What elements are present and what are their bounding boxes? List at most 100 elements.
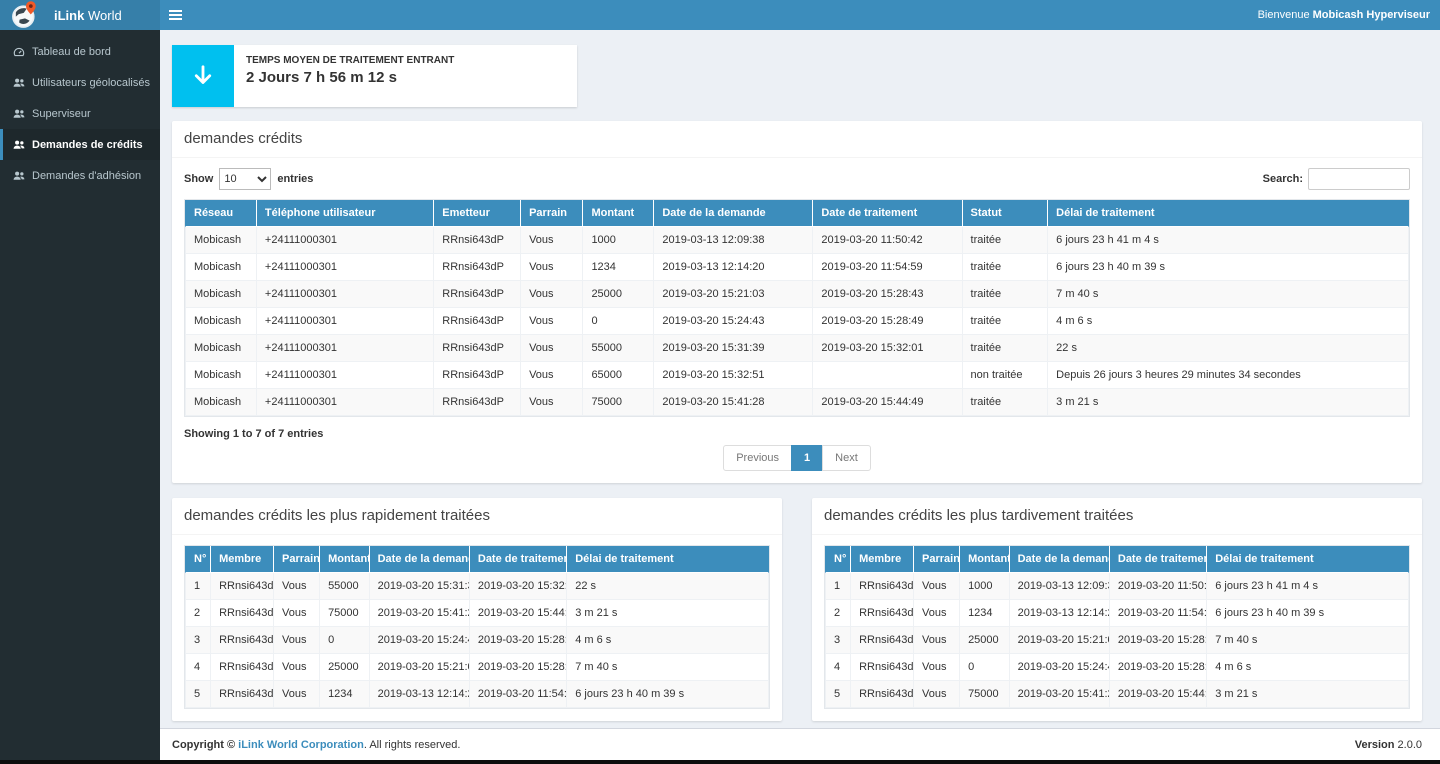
column-header[interactable]: Montant [960, 546, 1010, 573]
brand-name: iLink World [54, 8, 122, 23]
table-cell: +24111000301 [256, 308, 433, 335]
table-cell: Mobicash [186, 227, 257, 254]
sidebar-toggle-icon[interactable] [160, 0, 190, 30]
table-cell: 2019-03-20 15:32:01 [813, 335, 962, 362]
table-row: 4RRnsi643dPVous250002019-03-20 15:21:032… [186, 654, 769, 681]
column-header[interactable]: Montant [320, 546, 370, 573]
column-header[interactable]: Parrain [914, 546, 960, 573]
table-cell: 2019-03-13 12:14:20 [369, 681, 469, 708]
sidebar-item-superviseur[interactable]: Superviseur [0, 98, 160, 129]
table-cell: 1234 [960, 600, 1010, 627]
column-header[interactable]: Date de la demande [654, 200, 813, 227]
table-cell: 6 jours 23 h 41 m 4 s [1048, 227, 1409, 254]
table-cell: RRnsi643dP [211, 654, 274, 681]
column-header[interactable]: N° [826, 546, 851, 573]
column-header[interactable]: Date de traitement [1109, 546, 1206, 573]
column-header[interactable]: Date de la demande [1009, 546, 1109, 573]
sidebar-item-tableau-de-bord[interactable]: Tableau de bord [0, 36, 160, 67]
column-header[interactable]: Membre [851, 546, 914, 573]
pagination-previous-button[interactable]: Previous [723, 445, 792, 471]
column-header[interactable]: Réseau [186, 200, 257, 227]
avg-processing-time-card: TEMPS MOYEN DE TRAITEMENT ENTRANT 2 Jour… [172, 45, 577, 107]
table-row: Mobicash+24111000301RRnsi643dPVous650002… [186, 362, 1409, 389]
sidebar: iLink World Tableau de bord Utilisateurs… [0, 0, 160, 764]
column-header[interactable]: Délai de traitement [1207, 546, 1409, 573]
pagination-next-button[interactable]: Next [822, 445, 871, 471]
table-cell: RRnsi643dP [851, 681, 914, 708]
table-cell: 2019-03-20 15:31:39 [369, 573, 469, 600]
table-row: 1RRnsi643dPVous10002019-03-13 12:09:3820… [826, 573, 1409, 600]
table-cell: 2019-03-20 15:41:28 [369, 600, 469, 627]
table-cell: 2019-03-20 15:28:49 [813, 308, 962, 335]
sidebar-menu: Tableau de bord Utilisateurs géolocalisé… [0, 30, 160, 191]
table-cell: 22 s [567, 573, 769, 600]
app-window: iLink World Tableau de bord Utilisateurs… [0, 0, 1440, 764]
table-cell: 2019-03-20 15:24:43 [654, 308, 813, 335]
table-cell: 65000 [583, 362, 654, 389]
table-cell: traitée [962, 254, 1048, 281]
table-row: 5RRnsi643dPVous12342019-03-13 12:14:2020… [186, 681, 769, 708]
column-header[interactable]: Emetteur [434, 200, 521, 227]
column-header[interactable]: Date de traitement [813, 200, 962, 227]
table-cell: 2019-03-20 15:28:43 [813, 281, 962, 308]
column-header[interactable]: Membre [211, 546, 274, 573]
table-cell: +24111000301 [256, 227, 433, 254]
table-cell: Vous [274, 654, 320, 681]
table-cell: 2019-03-20 15:44:49 [813, 389, 962, 416]
table-cell: 6 jours 23 h 41 m 4 s [1207, 573, 1409, 600]
table-cell: 3 m 21 s [1207, 681, 1409, 708]
column-header[interactable]: Délai de traitement [1048, 200, 1409, 227]
table-cell: 2019-03-20 15:31:39 [654, 335, 813, 362]
stat-value: 2 Jours 7 h 56 m 12 s [246, 69, 454, 86]
column-header[interactable]: Date de traitement [469, 546, 566, 573]
copyright-text: Copyright © iLink World Corporation. All… [172, 739, 460, 751]
table-cell: traitée [962, 281, 1048, 308]
column-header[interactable]: N° [186, 546, 211, 573]
pagination-page-1[interactable]: 1 [791, 445, 823, 471]
table-cell: 2019-03-20 15:28:43 [1109, 627, 1206, 654]
table-cell: 2019-03-20 11:50:42 [813, 227, 962, 254]
page-size-select[interactable]: 10 [219, 168, 271, 190]
sidebar-item-label: Demandes d'adhésion [32, 170, 141, 182]
table-cell: Vous [521, 362, 583, 389]
column-header[interactable]: Date de la demande [369, 546, 469, 573]
search-input[interactable] [1308, 168, 1410, 190]
table-cell: 3 m 21 s [1048, 389, 1409, 416]
table-cell: 55000 [583, 335, 654, 362]
table-cell: 2019-03-13 12:14:20 [654, 254, 813, 281]
brand-logo[interactable]: iLink World [0, 0, 160, 30]
sidebar-item-label: Utilisateurs géolocalisés [32, 77, 150, 89]
table-cell: Vous [274, 600, 320, 627]
sidebar-item-demandes-adhesion[interactable]: Demandes d'adhésion [0, 160, 160, 191]
table-cell: 2019-03-20 11:54:59 [1109, 600, 1206, 627]
table-cell: 22 s [1048, 335, 1409, 362]
table-cell: Vous [521, 335, 583, 362]
sidebar-item-utilisateurs-geolocalises[interactable]: Utilisateurs géolocalisés [0, 67, 160, 98]
table-row: Mobicash+24111000301RRnsi643dPVous550002… [186, 335, 1409, 362]
table-cell [813, 362, 962, 389]
sidebar-item-demandes-de-credits[interactable]: Demandes de crédits [0, 129, 160, 160]
company-link[interactable]: iLink World Corporation [238, 739, 364, 751]
table-cell: Mobicash [186, 308, 257, 335]
panel-title: demandes crédits [184, 130, 302, 147]
table-cell: 2019-03-20 15:21:03 [369, 654, 469, 681]
table-cell: Vous [914, 681, 960, 708]
column-header[interactable]: Parrain [274, 546, 320, 573]
table-cell: Vous [274, 627, 320, 654]
panel-heading: demandes crédits les plus rapidement tra… [172, 498, 782, 535]
panel-title: demandes crédits les plus rapidement tra… [184, 507, 490, 524]
column-header[interactable]: Parrain [521, 200, 583, 227]
column-header[interactable]: Statut [962, 200, 1048, 227]
table-cell: 1234 [320, 681, 370, 708]
column-header[interactable]: Délai de traitement [567, 546, 769, 573]
search-label: Search: [1263, 173, 1303, 185]
table-cell: 0 [960, 654, 1010, 681]
column-header[interactable]: Montant [583, 200, 654, 227]
table-cell: Mobicash [186, 362, 257, 389]
table-cell: RRnsi643dP [851, 600, 914, 627]
table-row: 3RRnsi643dPVous02019-03-20 15:24:432019-… [186, 627, 769, 654]
top-navbar: Bienvenue Mobicash Hyperviseur [160, 0, 1440, 30]
table-summary: Showing 1 to 7 of 7 entries [184, 428, 1410, 440]
table-cell: RRnsi643dP [434, 227, 521, 254]
column-header[interactable]: Téléphone utilisateur [256, 200, 433, 227]
